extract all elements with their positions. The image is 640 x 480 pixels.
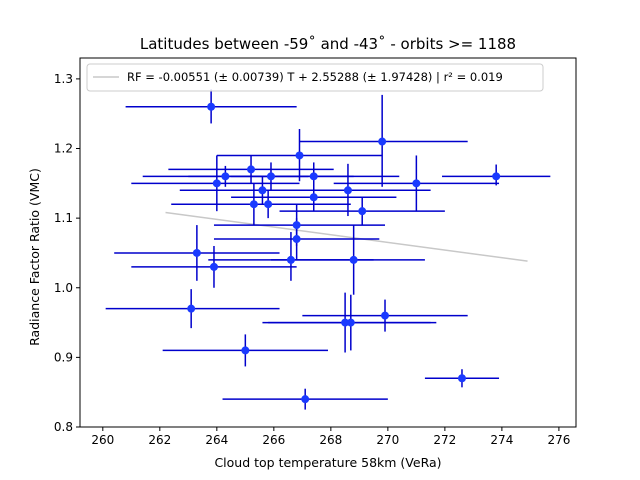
regression-fit-line: [165, 211, 528, 262]
data-point: [381, 311, 390, 320]
x-tick-label: 264: [205, 433, 228, 447]
data-point: [309, 172, 318, 181]
data-point: [457, 374, 466, 383]
x-tick-label: 276: [547, 433, 570, 447]
data-point: [209, 262, 218, 271]
y-tick-label: 1.2: [54, 142, 73, 156]
x-tick-label: 268: [319, 433, 342, 447]
y-tick-label: 0.9: [54, 350, 73, 364]
data-point: [343, 186, 352, 195]
data-point: [292, 221, 301, 230]
data-point: [249, 200, 258, 209]
data-point: [412, 179, 421, 188]
x-tick-label: 274: [490, 433, 513, 447]
data-point: [192, 248, 201, 257]
x-tick-label: 260: [91, 433, 114, 447]
y-tick-label: 1.0: [54, 281, 73, 295]
x-tick-label: 266: [262, 433, 285, 447]
data-point: [187, 304, 196, 313]
y-tick-label: 0.8: [54, 420, 73, 434]
data-point: [341, 318, 350, 327]
data-point: [241, 346, 250, 355]
data-point: [266, 172, 275, 181]
y-axis-label: Radiance Factor Ratio (VMC): [27, 168, 42, 346]
fit-line-layer: [165, 211, 528, 262]
x-tick-label: 262: [148, 433, 171, 447]
legend: RF = -0.00551 (± 0.00739) T + 2.55288 (±…: [86, 63, 544, 92]
data-point: [258, 186, 267, 195]
errorbar-layer: [105, 89, 551, 410]
data-point: [309, 193, 318, 202]
data-point: [292, 235, 301, 244]
data-point: [264, 200, 273, 209]
data-point: [212, 179, 221, 188]
data-point: [378, 137, 387, 146]
data-point: [295, 151, 304, 160]
x-tick-label: 270: [376, 433, 399, 447]
data-point: [301, 395, 310, 404]
data-point: [346, 318, 355, 327]
x-axis-label: Cloud top temperature 58km (VeRa): [214, 455, 441, 470]
y-tick-label: 1.3: [54, 72, 73, 86]
y-tick-label: 1.1: [54, 211, 73, 225]
plot-area-frame: [79, 57, 577, 428]
data-point: [207, 102, 216, 111]
data-point: [492, 172, 501, 181]
data-point: [221, 172, 230, 181]
data-point-layer: [187, 102, 501, 404]
chart-title: Latitudes between -59˚ and -43˚ - orbits…: [140, 35, 516, 53]
data-point: [286, 255, 295, 264]
data-point: [247, 165, 256, 174]
legend-fit-label: RF = -0.00551 (± 0.00739) T + 2.55288 (±…: [127, 70, 503, 84]
legend-box: [86, 63, 544, 92]
axis-ticks: 260 262 264 266 268 270 272 274 276 0.8 0.9 1.0 1.1 1…: [54, 72, 570, 447]
data-point: [358, 207, 367, 216]
x-tick-label: 272: [433, 433, 456, 447]
data-point: [349, 255, 358, 264]
